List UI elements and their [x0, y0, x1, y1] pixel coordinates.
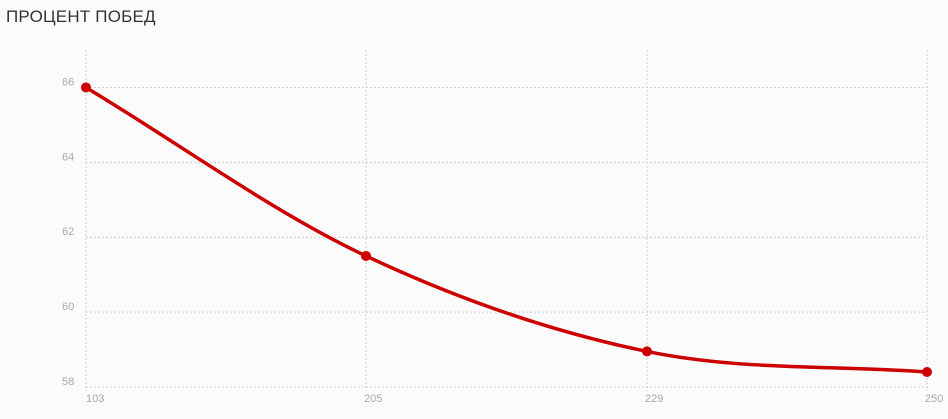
series-line	[84, 85, 929, 374]
x-tick-label: 205	[364, 393, 382, 405]
x-tick-label: 250	[925, 393, 943, 405]
y-tick-label: 64	[62, 151, 74, 163]
x-tick-label: 103	[86, 393, 104, 405]
x-tick-label: 229	[645, 393, 663, 405]
data-point[interactable]	[81, 82, 91, 93]
data-point[interactable]	[922, 367, 932, 378]
data-point[interactable]	[361, 250, 371, 261]
chart-title: ПРОЦЕНТ ПОБЕД	[6, 7, 156, 26]
y-axis-ticks: 58 60 62 64 66	[62, 76, 74, 388]
data-points	[81, 82, 932, 378]
x-axis-ticks: 103 205 229 250	[86, 393, 943, 405]
y-tick-label: 58	[62, 376, 74, 388]
data-point[interactable]	[642, 346, 652, 357]
y-tick-label: 62	[62, 226, 74, 238]
y-tick-label: 60	[62, 301, 74, 313]
grid	[85, 50, 928, 391]
y-tick-label: 66	[62, 76, 74, 88]
